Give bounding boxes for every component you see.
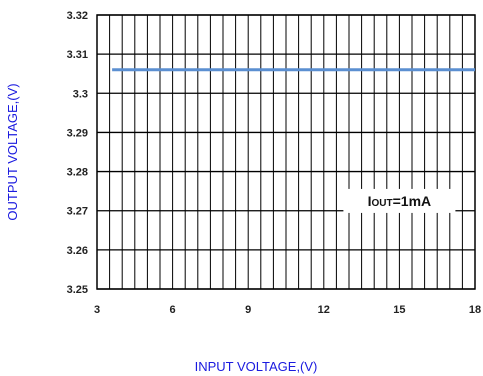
- y-tick-label: 3.3: [73, 88, 88, 100]
- annotation-subscript: OUT: [372, 198, 393, 209]
- y-axis-title: OUTPUT VOLTAGE,(V): [5, 83, 20, 220]
- vertical-gridlines: [109, 15, 463, 289]
- x-tick-labels: 3 6 9 12 15 18: [94, 304, 481, 316]
- y-tick-label: 3.25: [67, 284, 88, 296]
- plot-frame: [96, 14, 476, 290]
- annotation-label: IOUT=1mA: [368, 193, 432, 209]
- x-tick-label: 12: [318, 304, 330, 316]
- y-tick-label: 3.32: [67, 10, 88, 22]
- x-tick-label: 15: [393, 304, 405, 316]
- x-tick-label: 18: [469, 304, 481, 316]
- x-tick-label: 9: [245, 304, 251, 316]
- y-tick-label: 3.29: [67, 127, 88, 139]
- x-axis-title: INPUT VOLTAGE,(V): [195, 359, 318, 374]
- y-tick-label: 3.26: [67, 245, 88, 257]
- x-tick-label: 6: [170, 304, 176, 316]
- x-tick-label: 3: [94, 304, 100, 316]
- y-tick-label: 3.27: [67, 206, 88, 218]
- annotation-prefix: I: [368, 193, 372, 209]
- y-tick-label: 3.28: [67, 167, 88, 179]
- y-tick-labels: 3.25 3.26 3.27 3.28 3.29 3.3 3.31 3.32: [67, 10, 88, 296]
- annotation-suffix: =1mA: [393, 193, 432, 209]
- annotation-box: IOUT=1mA: [343, 188, 456, 213]
- y-tick-label: 3.31: [67, 49, 88, 61]
